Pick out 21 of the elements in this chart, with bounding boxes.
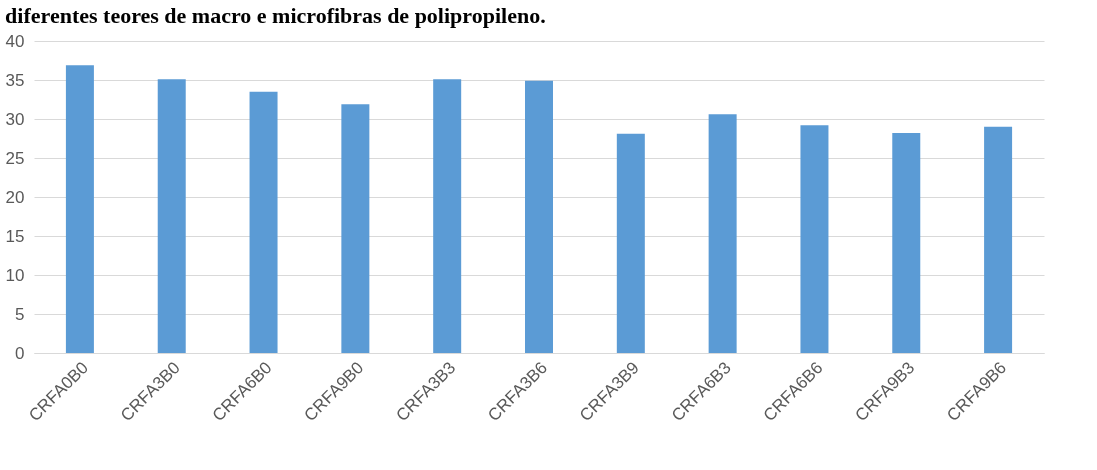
bar xyxy=(341,104,370,353)
bar xyxy=(708,114,737,353)
y-tick-label: 10 xyxy=(5,265,25,285)
bar xyxy=(525,80,553,353)
bar xyxy=(800,125,829,353)
bar xyxy=(433,79,462,353)
y-tick-label: 20 xyxy=(5,187,25,207)
bar xyxy=(65,65,94,353)
chart-title: diferentes teores de macro e microfibras de polipropileno. xyxy=(5,3,546,28)
y-tick-label: 25 xyxy=(5,148,25,168)
bar xyxy=(892,133,921,353)
bar xyxy=(984,126,1013,353)
y-tick-label: 5 xyxy=(15,304,25,324)
y-tick-label: 35 xyxy=(5,70,25,90)
y-tick-label: 0 xyxy=(15,343,25,363)
y-tick-label: 40 xyxy=(5,31,25,51)
bar xyxy=(157,79,186,353)
bar xyxy=(249,91,278,353)
y-tick-label: 15 xyxy=(5,226,25,246)
y-tick-label: 30 xyxy=(5,109,25,129)
bar xyxy=(616,133,645,353)
